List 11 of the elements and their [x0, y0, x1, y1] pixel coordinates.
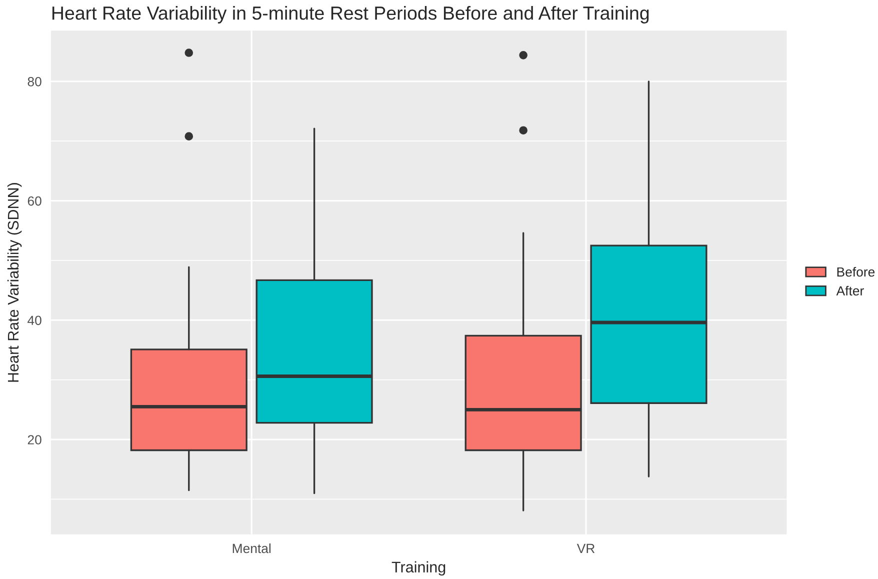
legend-label: After: [836, 286, 864, 296]
y-tick-label: 20: [28, 435, 42, 444]
y-axis-title: Heart Rate Variability (SDNN): [7, 183, 22, 382]
legend-label: Before: [837, 266, 875, 277]
chart-title: Heart Rate Variability in 5-minute Rest Periods Before and After Training: [52, 6, 649, 24]
x-axis-title: Training: [392, 561, 446, 576]
y-tick-label: 80: [28, 76, 42, 86]
y-tick-label: 40: [28, 316, 42, 326]
y-tick-label: 60: [28, 196, 42, 206]
x-tick-label: Mental: [232, 543, 271, 554]
x-tick-label: VR: [576, 544, 595, 554]
